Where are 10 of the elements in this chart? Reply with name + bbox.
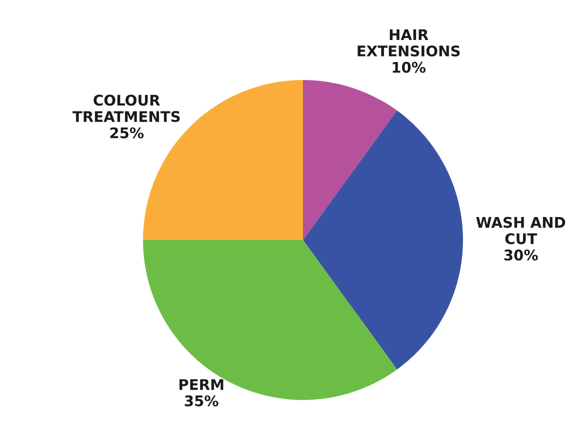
slice-label: COLOUR TREATMENTS [72, 94, 180, 122]
data-label: 25% [110, 127, 144, 138]
slice-label: PERM [179, 379, 224, 390]
data-label: 10% [392, 62, 426, 73]
pie-slice [303, 80, 398, 240]
data-label: 30% [504, 250, 538, 261]
slice-label: HAIR EXTENSIONS [358, 29, 460, 56]
slice-label: WASH AND CUT [476, 216, 566, 244]
pie-slice [303, 110, 463, 370]
data-label: 35% [184, 395, 218, 406]
